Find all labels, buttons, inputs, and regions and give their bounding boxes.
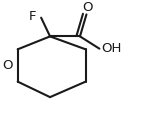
- Text: F: F: [29, 10, 36, 23]
- Text: O: O: [2, 59, 12, 72]
- Text: O: O: [82, 1, 92, 14]
- Text: OH: OH: [101, 42, 122, 55]
